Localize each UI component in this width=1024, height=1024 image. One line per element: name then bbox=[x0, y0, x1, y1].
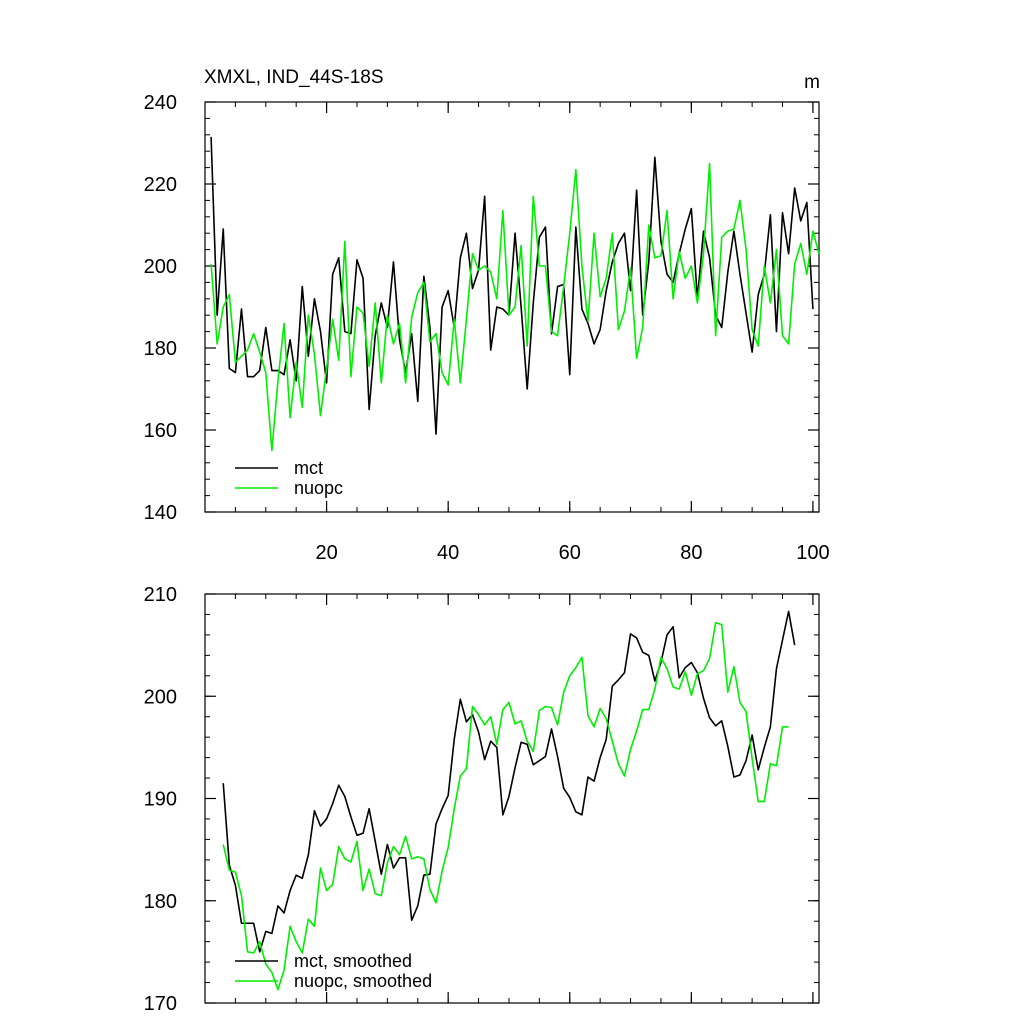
y-tick-label: 180 bbox=[144, 338, 177, 360]
series-line-nuopc bbox=[210, 162, 820, 452]
y-tick-label: 160 bbox=[144, 420, 177, 442]
x-tick-label: 80 bbox=[680, 542, 702, 564]
y-tick-label: 210 bbox=[144, 584, 177, 606]
series-line-mct-smoothed bbox=[222, 610, 796, 953]
y-tick-label: 180 bbox=[144, 891, 177, 913]
x-tick-label: 100 bbox=[796, 542, 829, 564]
plot-frame bbox=[204, 593, 820, 1004]
y-tick-label: 200 bbox=[144, 686, 177, 708]
legend-label: mct bbox=[294, 458, 323, 478]
series-line-mct bbox=[210, 136, 814, 435]
series-line-nuopc-smoothed bbox=[222, 621, 789, 991]
x-tick-label: 60 bbox=[559, 542, 581, 564]
y-tick-label: 200 bbox=[144, 256, 177, 278]
chart-title: XMXL, IND_44S-18S bbox=[204, 67, 384, 88]
legend-label: nuopc bbox=[294, 478, 343, 498]
legend-label: nuopc, smoothed bbox=[294, 971, 432, 991]
y-tick-label: 220 bbox=[144, 174, 177, 196]
x-tick-label: 40 bbox=[437, 542, 459, 564]
y-tick-label: 240 bbox=[144, 92, 177, 114]
y-tick-label: 170 bbox=[144, 993, 177, 1015]
y-tick-label: 140 bbox=[144, 502, 177, 524]
legend-label: mct, smoothed bbox=[294, 951, 412, 971]
x-tick-label: 20 bbox=[315, 542, 337, 564]
plot-frame bbox=[204, 101, 820, 513]
y-tick-label: 190 bbox=[144, 789, 177, 811]
units-label: m bbox=[804, 72, 820, 93]
